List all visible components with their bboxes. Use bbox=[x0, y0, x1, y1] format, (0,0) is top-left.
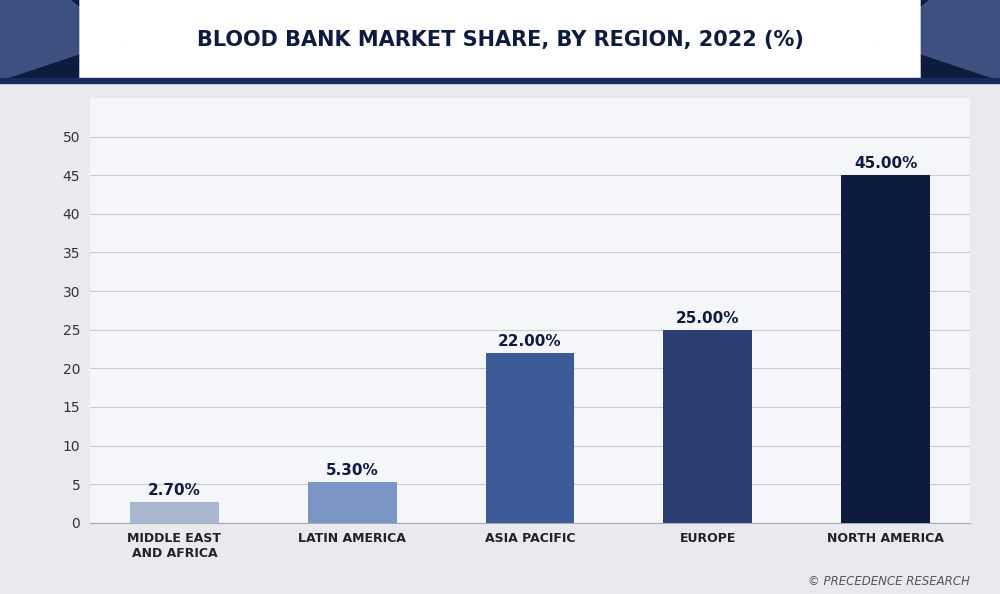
Bar bbox=[486, 353, 574, 523]
Bar bbox=[308, 482, 397, 523]
Text: BLOOD BANK MARKET SHARE, BY REGION, 2022 (%): BLOOD BANK MARKET SHARE, BY REGION, 2022… bbox=[197, 30, 803, 50]
Text: 5.30%: 5.30% bbox=[326, 463, 379, 478]
Text: © PRECEDENCE RESEARCH: © PRECEDENCE RESEARCH bbox=[808, 575, 970, 588]
Text: 25.00%: 25.00% bbox=[676, 311, 740, 326]
Bar bbox=[841, 175, 930, 523]
Text: 2.70%: 2.70% bbox=[148, 483, 201, 498]
Bar bbox=[663, 330, 752, 523]
Text: 45.00%: 45.00% bbox=[854, 156, 917, 172]
Bar bbox=[130, 502, 219, 523]
Text: 22.00%: 22.00% bbox=[498, 334, 562, 349]
